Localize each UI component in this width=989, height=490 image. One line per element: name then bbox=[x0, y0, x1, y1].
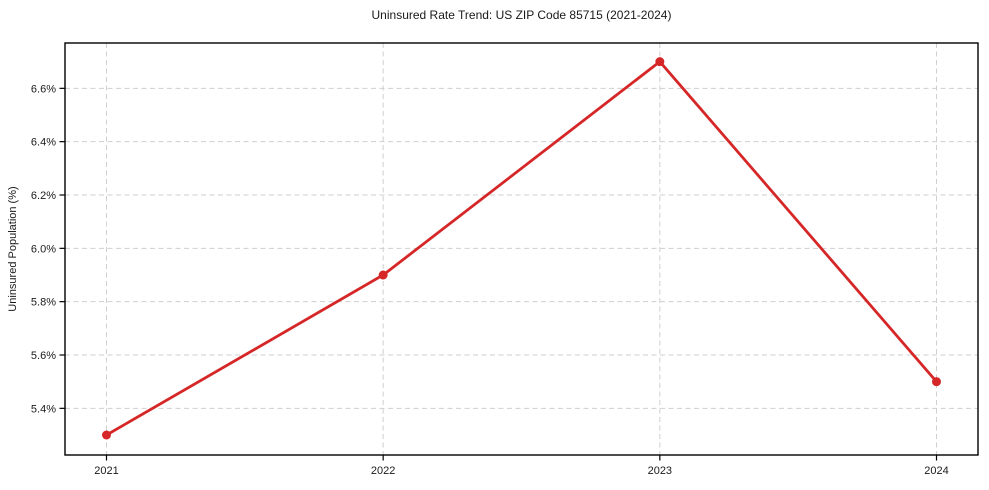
y-tick-label: 6.0% bbox=[31, 243, 56, 255]
y-tick-label: 6.2% bbox=[31, 190, 56, 202]
trend-line bbox=[105, 60, 938, 437]
x-tick-label: 2021 bbox=[94, 465, 118, 477]
data-point-marker bbox=[655, 57, 665, 67]
data-point-marker bbox=[102, 430, 111, 440]
chart-title: Uninsured Rate Trend: US ZIP Code 85715 … bbox=[371, 8, 672, 22]
plot-border bbox=[64, 42, 979, 456]
y-tick-label: 5.4% bbox=[31, 403, 56, 415]
x-tick-label: 2022 bbox=[371, 465, 395, 477]
y-tick-label: 5.6% bbox=[31, 350, 56, 362]
x-tick-label: 2024 bbox=[924, 465, 948, 477]
y-tick-label: 6.4% bbox=[31, 137, 56, 149]
y-tick-label: 5.8% bbox=[31, 297, 56, 309]
y-tick-label: 6.6% bbox=[31, 83, 56, 95]
data-point-marker bbox=[932, 377, 941, 387]
x-tick-label: 2023 bbox=[648, 465, 672, 477]
data-point-marker bbox=[378, 270, 388, 280]
